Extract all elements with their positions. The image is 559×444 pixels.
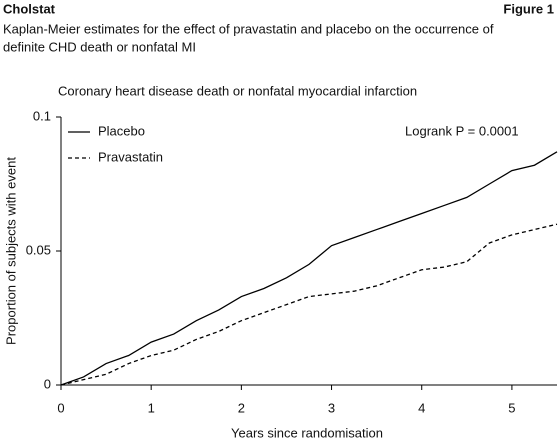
y-tick-label: 0 <box>44 376 51 391</box>
figure-label: Figure 1 <box>503 1 554 16</box>
legend-label: Placebo <box>98 123 145 138</box>
x-axis-label: Years since randomisation <box>231 425 383 440</box>
series-line <box>60 151 558 386</box>
x-tick-label: 4 <box>418 400 425 415</box>
x-tick-label: 1 <box>148 400 155 415</box>
series-line <box>60 223 558 386</box>
y-tick-label: 0.1 <box>33 108 51 123</box>
chart-title: Coronary heart disease death or nonfatal… <box>58 83 417 98</box>
legend-label: Pravastatin <box>98 149 163 164</box>
x-tick-label: 2 <box>238 400 245 415</box>
annotation: Logrank P = 0.0001 <box>405 123 519 138</box>
x-tick-label: 3 <box>328 400 335 415</box>
caption: Kaplan-Meier estimates for the effect of… <box>3 21 494 36</box>
y-axis-label: Proportion of subjects with event <box>3 157 18 345</box>
caption: definite CHD death or nonfatal MI <box>3 39 196 54</box>
y-tick-label: 0.05 <box>26 242 51 257</box>
source: Cholstat <box>3 1 56 16</box>
x-tick-label: 0 <box>57 400 64 415</box>
x-tick-label: 5 <box>508 400 515 415</box>
